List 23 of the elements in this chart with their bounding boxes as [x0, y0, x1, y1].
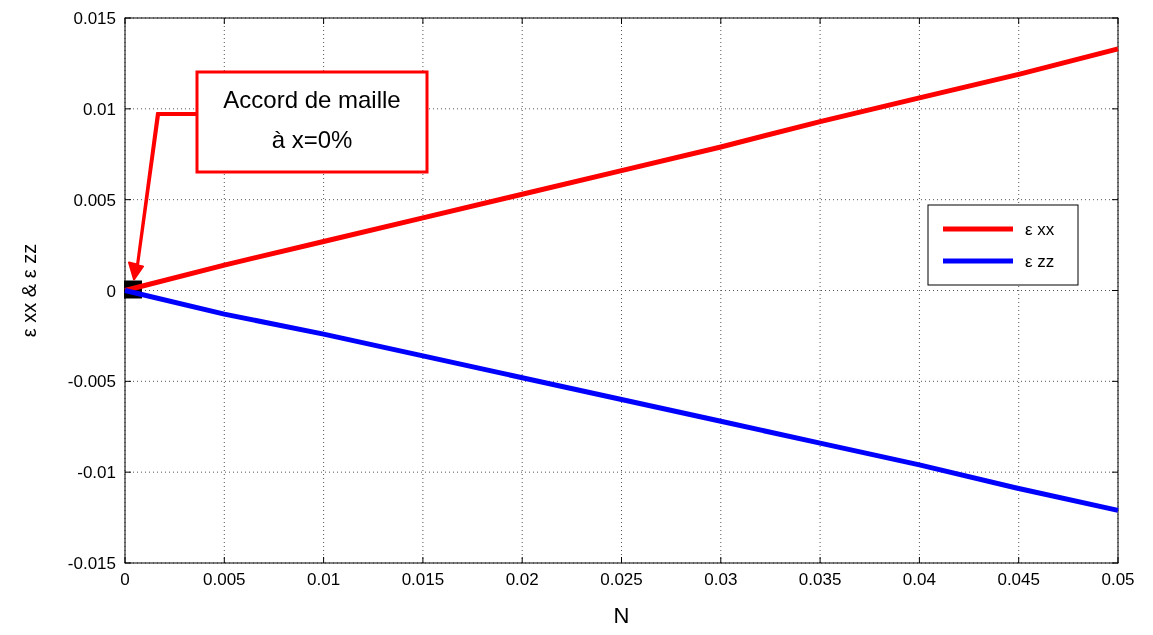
y-tick-label: 0.015	[73, 9, 116, 28]
x-tick-label: 0.02	[505, 570, 539, 589]
y-tick-label: -0.01	[77, 463, 116, 483]
x-tick-label: 0.03	[704, 570, 738, 589]
y-tick-label: 0.005	[73, 190, 116, 210]
x-tick-label: 0.01	[307, 570, 341, 589]
x-tick-label: 0.045	[997, 570, 1040, 589]
x-tick-label: 0.015	[401, 570, 445, 589]
x-tick-label: 0.005	[203, 570, 246, 589]
y-tick-label: -0.005	[67, 372, 116, 392]
x-tick-label: 0.025	[600, 570, 643, 589]
y-tick-label: -0.015	[67, 554, 116, 573]
x-tick-label: 0.035	[798, 570, 842, 589]
x-tick-label: 0.04	[902, 570, 936, 589]
y-axis-title: ε xx & ε zz	[18, 243, 40, 338]
x-axis-title: N	[613, 603, 630, 628]
y-tick-label: 0	[106, 281, 116, 301]
legend-label: ε xx	[1025, 220, 1055, 239]
x-tick-label: 0.05	[1101, 570, 1135, 589]
annotation: Accord de maille à x=0%	[222, 85, 402, 155]
y-tick-label: 0.01	[82, 99, 116, 119]
legend-label: ε zz	[1025, 252, 1055, 271]
x-tick-label: 0	[120, 570, 130, 589]
